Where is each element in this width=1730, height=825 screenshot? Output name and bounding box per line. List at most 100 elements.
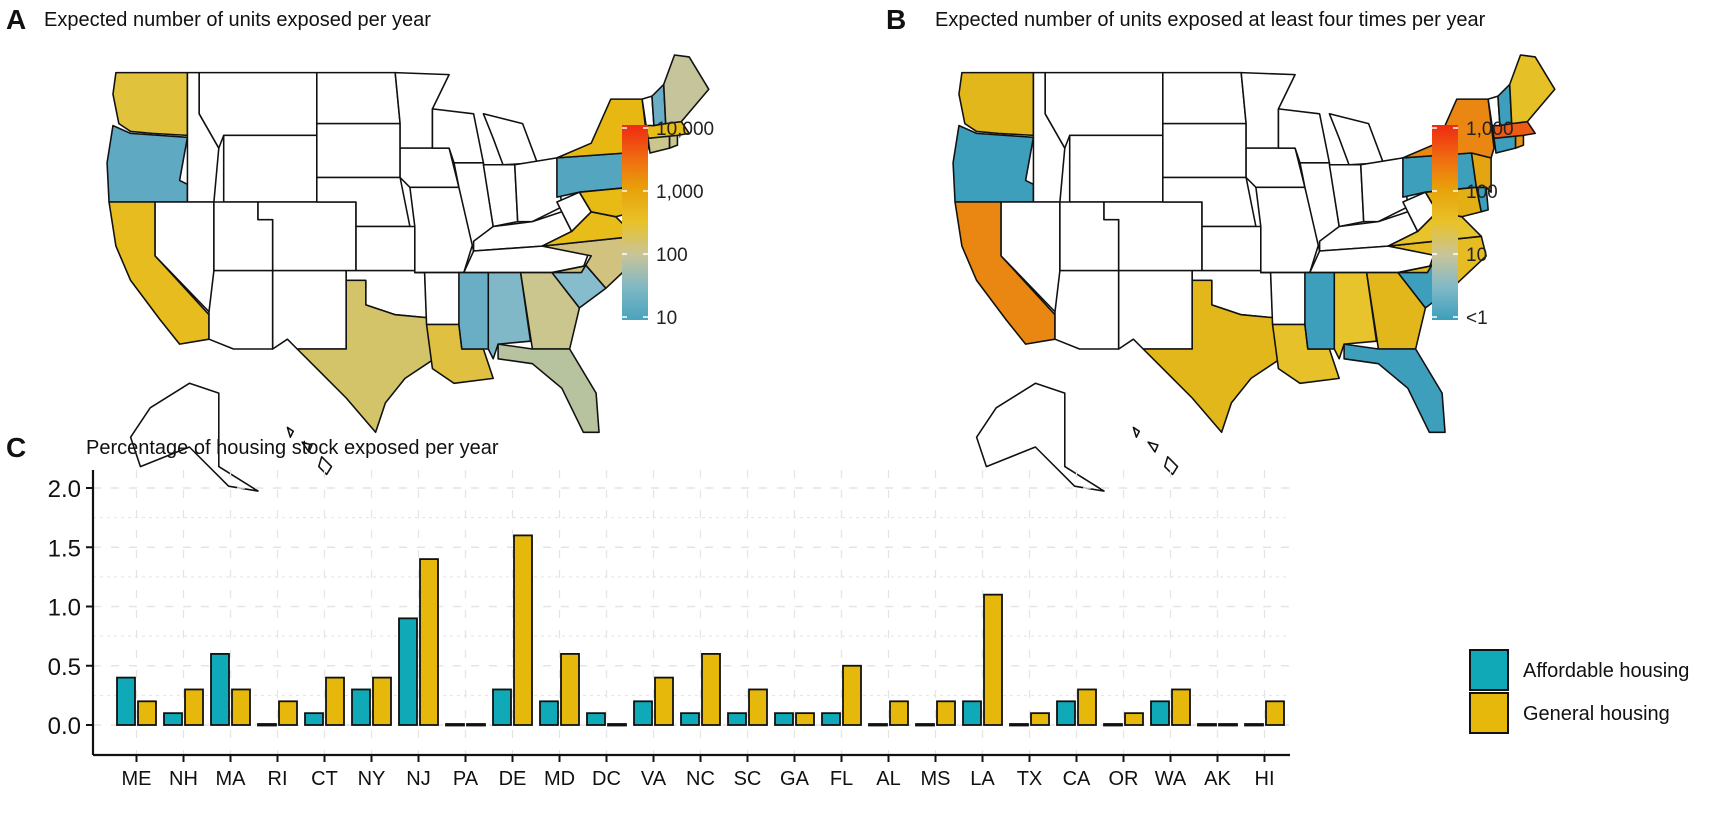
y-tick-label: 0.5 [48,654,81,681]
state-wy [1068,134,1164,203]
bar [231,688,251,726]
bar [962,700,982,726]
bar [351,688,371,726]
x-tick-label: AK [1204,768,1231,790]
bar-chart-c: 0.0 0.5 1.0 1.5 2.0 ME NH MA RI CT NY NJ PA DE MD DC VA N… [48,470,1689,790]
bar [304,712,324,726]
bar [774,712,794,726]
bar [116,676,136,726]
x-tick-label: MS [921,768,951,790]
bar [1150,700,1170,726]
x-tick-label: NH [169,768,198,790]
bar [539,700,559,726]
x-tick-label: HI [1255,768,1275,790]
state-nd [316,71,401,125]
state-or [952,124,1035,203]
state-wy [222,134,318,203]
state-oh [1359,157,1409,223]
x-tick-label: MA [216,768,247,790]
bar [748,688,768,726]
colorbar-tick-label: 100 [656,245,688,266]
state-sd [316,122,401,179]
colorbar-tick-label: 10 [656,308,677,329]
state-me [662,54,710,125]
y-tick-label: 1.0 [48,595,81,622]
state-ms [1304,271,1336,350]
x-tick-label: FL [830,768,853,790]
bar [398,617,418,726]
bar [1197,723,1217,727]
bar [163,712,183,726]
colorbar-tick-label: 10,000 [656,119,714,140]
bar [1124,712,1144,726]
x-tick-label: CT [311,768,338,790]
x-tick-label: MD [544,768,575,790]
bar [560,652,580,726]
bar [633,700,653,726]
state-oh [513,157,563,223]
x-tick-label: GA [780,768,810,790]
x-tick-label: RI [268,768,288,790]
state-ga [1365,271,1427,350]
bar [868,723,888,727]
bar [1265,700,1285,726]
bar [1077,688,1097,726]
y-tick-label: 0.0 [48,713,81,740]
bar [936,700,956,726]
state-wa [958,71,1035,137]
state-nm [1117,269,1193,350]
bar [983,593,1003,726]
state-nm [271,269,347,350]
x-tick-label: WA [1155,768,1187,790]
state-ri [1514,134,1525,149]
state-ia [399,147,460,189]
bar [1056,700,1076,726]
x-tick-label: OR [1109,768,1139,790]
legend-swatch-affordable [1469,649,1509,691]
state-nd [1162,71,1247,125]
colorbar-tick-label: 1,000 [656,182,704,203]
bar [1009,723,1029,727]
legend-label-affordable: Affordable housing [1523,660,1689,682]
state-az [1054,269,1120,350]
colorbar [1432,125,1458,320]
state-wv [1402,191,1438,233]
bar [492,688,512,726]
state-ia [1245,147,1306,189]
state-sd [1162,122,1247,179]
bar [466,723,486,727]
bar [821,712,841,726]
x-tick-label: ME [122,768,152,790]
x-tick-label: CA [1063,768,1091,790]
bar [184,688,204,726]
state-co [257,201,357,272]
series-general [137,534,1285,727]
bar [1103,723,1123,727]
us-map [952,54,1556,492]
bar [257,723,277,727]
bar [701,652,721,726]
bar [607,723,627,727]
colorbar-tick-label: 100 [1466,182,1498,203]
x-tick-label: DE [499,768,527,790]
colorbar-tick-label: <1 [1466,308,1488,329]
state-fl [497,343,600,434]
y-tick-label: 1.5 [48,535,81,562]
x-tick-label: LA [970,768,995,790]
bar [586,712,606,726]
x-tick-label: NC [686,768,715,790]
bar [842,664,862,726]
map-b: 1,000 100 10 <1 [952,54,1556,492]
bar [1030,712,1050,726]
colorbar-tick-label: 10 [1466,245,1487,266]
state-fl [1343,343,1446,434]
state-mi [1328,113,1385,166]
panel-b-title: Expected number of units exposed at leas… [935,9,1486,31]
state-ms [458,271,490,350]
bar [278,700,298,726]
bar [513,534,533,726]
state-az [208,269,274,350]
state-hi [286,426,333,476]
state-co [1103,201,1203,272]
panel-c-letter: C [6,432,27,463]
